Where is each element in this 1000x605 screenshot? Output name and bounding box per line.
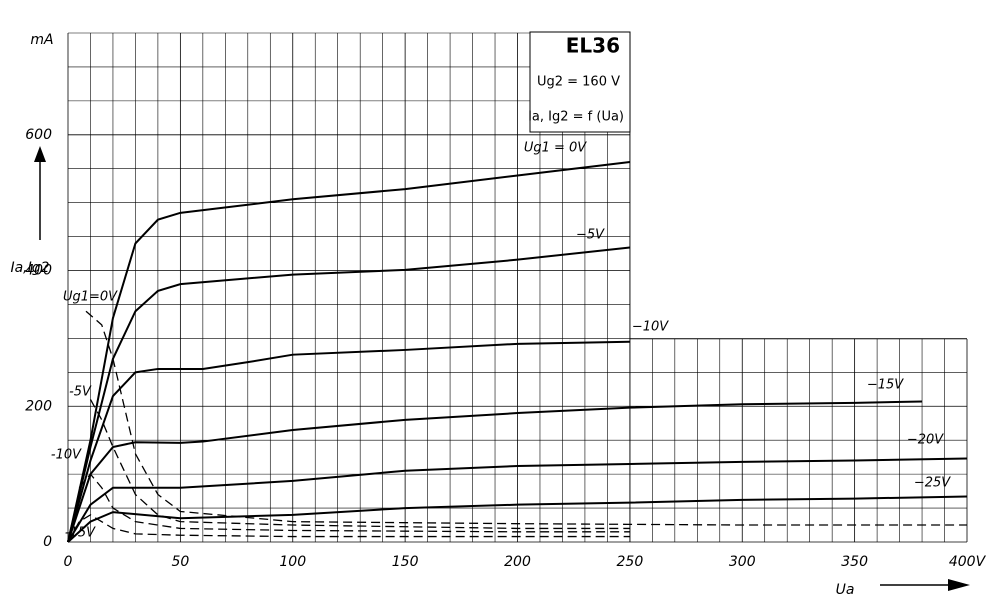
x-tick-label: 300 — [729, 554, 756, 570]
y-unit: mA — [30, 32, 53, 48]
y-tick-label: 200 — [25, 398, 52, 414]
x-arrow-head — [948, 579, 970, 591]
series-label: −15V — [867, 378, 904, 393]
series-label: −25V — [914, 476, 951, 491]
series-line — [89, 399, 630, 530]
series-label: −10V — [632, 320, 669, 335]
series-line — [78, 473, 630, 533]
x-tick-label: 400V — [949, 554, 987, 570]
series-label: -15V — [65, 526, 96, 541]
y-arrow-head — [34, 146, 46, 162]
series-line — [67, 160, 630, 543]
x-axis-label: Ua — [836, 582, 855, 598]
series-line — [67, 340, 630, 543]
x-tick-label: 200 — [504, 554, 531, 570]
series-label: Ug1=0V — [63, 290, 118, 305]
y-axis-label: Ia,Ig2 — [10, 260, 49, 276]
series-label: −20V — [907, 433, 944, 448]
x-tick-label: 150 — [392, 554, 419, 570]
x-tick-label: 0 — [64, 554, 73, 570]
x-tick-label: 100 — [279, 554, 306, 570]
chart-title: EL36 — [566, 34, 620, 58]
series-line — [67, 514, 630, 543]
title-box — [529, 31, 631, 133]
y-tick-label: 0 — [43, 534, 52, 550]
series-line — [67, 246, 630, 543]
series-line — [67, 400, 923, 543]
series-label: -10V — [51, 448, 82, 463]
x-tick-label: 50 — [171, 554, 189, 570]
subtitle: Ug2 = 160 V — [537, 75, 620, 90]
y-tick-label: 400 — [25, 263, 52, 279]
y-tick-label: 600 — [25, 127, 52, 143]
series-label: -5V — [69, 385, 92, 400]
series-label: −5V — [576, 228, 605, 243]
series-label: Ug1 = 0V — [524, 141, 587, 156]
series-line — [85, 310, 967, 526]
annotation: Ia, Ig2 = f (Ua) — [528, 110, 624, 125]
x-tick-label: 350 — [841, 554, 868, 570]
x-tick-label: 250 — [617, 554, 644, 570]
series-line — [67, 495, 968, 543]
